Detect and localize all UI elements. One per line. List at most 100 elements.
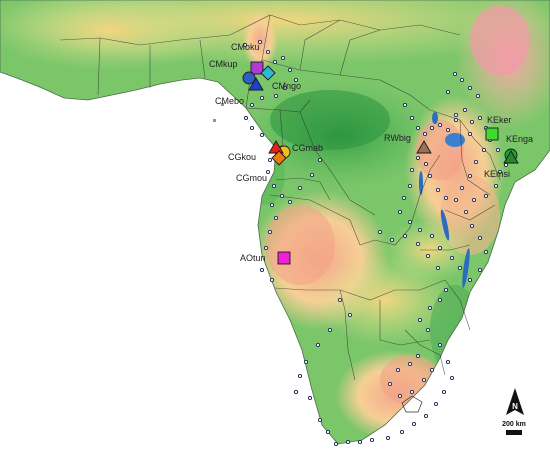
locality-dot [415, 353, 421, 359]
scale-label: 200 km [502, 421, 526, 428]
locality-dot [265, 169, 271, 175]
locality-dot [477, 235, 483, 241]
locality-dot [437, 122, 443, 128]
locality-dot [297, 373, 303, 379]
locality-dot [272, 59, 278, 65]
site-label-CMkup: CMkup [209, 59, 238, 69]
locality-dot [421, 377, 427, 383]
locality-dot [263, 245, 269, 251]
locality-dot [467, 173, 473, 179]
locality-dot [435, 265, 441, 271]
locality-dot [483, 249, 489, 255]
locality-dot [317, 157, 323, 163]
locality-dot [377, 229, 383, 235]
locality-dot [467, 131, 473, 137]
site-label-KEker: KEker [487, 115, 512, 125]
site-label-CGmab: CGmab [292, 143, 323, 153]
site-marker-CGkou [268, 140, 284, 154]
locality-dot [309, 172, 315, 178]
locality-dot [407, 219, 413, 225]
locality-dot [397, 393, 403, 399]
locality-dot [407, 361, 413, 367]
locality-dot [325, 429, 331, 435]
locality-dot [273, 215, 279, 221]
locality-dots [242, 39, 517, 447]
locality-dot [267, 157, 273, 163]
locality-dot [427, 305, 433, 311]
locality-dot [303, 359, 309, 365]
locality-dot [369, 437, 375, 443]
site-label-RWbig: RWbig [384, 133, 411, 143]
north-label: N [512, 402, 518, 411]
locality-dot [402, 233, 408, 239]
locality-dot [471, 197, 477, 203]
locality-dot [293, 77, 299, 83]
locality-dot [269, 277, 275, 283]
scale-bar: 200 km [502, 421, 526, 435]
islands [213, 103, 224, 122]
locality-dot [259, 95, 265, 101]
locality-dot [445, 127, 451, 133]
locality-dot [425, 327, 431, 333]
locality-dot [423, 413, 429, 419]
locality-dot [477, 267, 483, 273]
site-label-CGmou: CGmou [236, 173, 267, 183]
locality-dot [297, 185, 303, 191]
locality-dot [469, 119, 475, 125]
locality-dot [397, 209, 403, 215]
locality-dot [337, 297, 343, 303]
site-marker-KEker [485, 127, 499, 141]
locality-dot [265, 49, 271, 55]
locality-dot [437, 297, 443, 303]
locality-dot [497, 169, 503, 175]
locality-dot [357, 439, 363, 445]
locality-dot [307, 395, 313, 401]
site-marker-KEmsi [503, 150, 519, 164]
locality-dot [481, 147, 487, 153]
locality-dot [415, 241, 421, 247]
locality-dot [427, 173, 433, 179]
locality-dot [389, 237, 395, 243]
locality-dot [462, 107, 468, 113]
locality-dot [287, 199, 293, 205]
north-arrow-icon [506, 388, 524, 415]
locality-dot [249, 102, 255, 108]
locality-dot [293, 389, 299, 395]
locality-dot [467, 85, 473, 91]
site-marker-RWbig [416, 140, 432, 154]
locality-dot [345, 439, 351, 445]
locality-dot [423, 161, 429, 167]
locality-dot [452, 71, 458, 77]
locality-dot [395, 367, 401, 373]
locality-dot [417, 227, 423, 233]
locality-dot [449, 255, 455, 261]
site-label-CGkou: CGkou [228, 152, 256, 162]
locality-dot [409, 167, 415, 173]
locality-dot [429, 233, 435, 239]
locality-dot [315, 342, 321, 348]
locality-dot [415, 155, 421, 161]
site-marker-CMoku [250, 61, 264, 75]
locality-dot [243, 115, 249, 121]
locality-dot [437, 342, 443, 348]
locality-dot [347, 312, 353, 318]
site-label-AOtun: AOtun [240, 253, 266, 263]
locality-dot [429, 367, 435, 373]
north-arrow: N [506, 388, 524, 415]
locality-dot [282, 85, 288, 91]
lakes [419, 112, 470, 288]
locality-dot [422, 131, 428, 137]
locality-dot [387, 381, 393, 387]
locality-dot [399, 429, 405, 435]
locality-dot [249, 125, 255, 131]
site-marker-AOtun [277, 251, 291, 265]
site-marker-CMebo [248, 77, 264, 91]
site-marker-CMngo [260, 65, 276, 81]
locality-dot [259, 267, 265, 273]
locality-dot [445, 359, 451, 365]
locality-dot [443, 195, 449, 201]
scale-bar-icon [506, 430, 522, 435]
locality-dot [443, 287, 449, 293]
